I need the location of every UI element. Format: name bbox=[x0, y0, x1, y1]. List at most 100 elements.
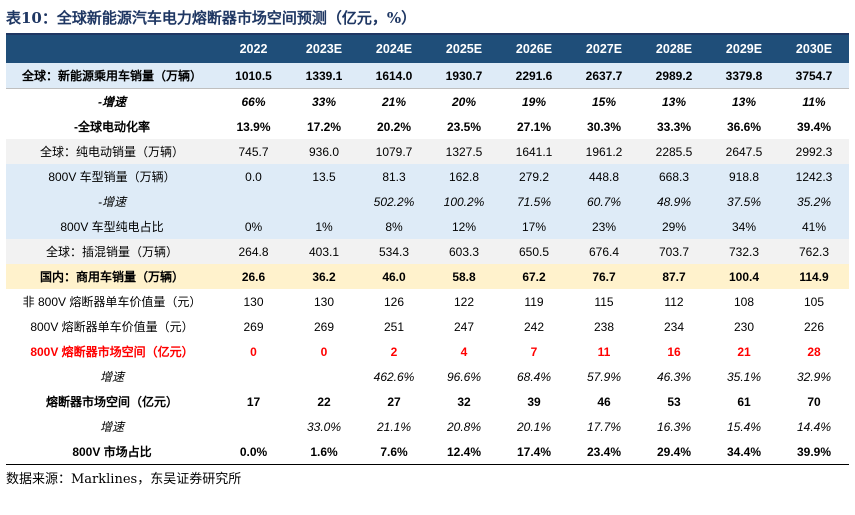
table-cell: 650.5 bbox=[499, 239, 569, 264]
table-cell: 16.3% bbox=[656, 419, 692, 434]
table-cell: 762.3 bbox=[779, 239, 849, 264]
table-cell: 23.5% bbox=[446, 119, 482, 134]
table-cell: 20% bbox=[451, 94, 477, 109]
table-cell: 745.7 bbox=[218, 139, 289, 164]
table-cell: 0% bbox=[218, 214, 289, 239]
table-cell: 11% bbox=[802, 94, 826, 109]
table-row-800v-fuse-market: 800V 熔断器市场空间（亿元） 0 0 2 4 7 11 16 21 28 bbox=[6, 339, 849, 364]
table-cell: 13% bbox=[661, 94, 687, 109]
table-cell: 11 bbox=[597, 344, 611, 359]
table-row-800v-bev-share: 800V 车型纯电占比 0% 1% 8% 12% 17% 23% 29% 34% 41% bbox=[6, 214, 849, 239]
table-cell: 3754.7 bbox=[779, 63, 849, 89]
table-cell: 17% bbox=[499, 214, 569, 239]
table-cell: 71.5% bbox=[499, 189, 569, 214]
table-cell: 39 bbox=[527, 394, 541, 409]
table-cell: 23% bbox=[569, 214, 639, 239]
table-cell: 37.5% bbox=[709, 189, 779, 214]
table-cell: 247 bbox=[453, 319, 475, 334]
table-cell: 58.8 bbox=[429, 264, 499, 289]
table-cell: 20.2% bbox=[376, 119, 412, 134]
table-cell: 0 bbox=[320, 344, 328, 359]
header-cell-label bbox=[6, 35, 218, 63]
table-row-global-nev-sales: 全球：新能源乘用车销量（万辆） 1010.5 1339.1 1614.0 1930.7 2… bbox=[6, 63, 849, 89]
table-cell: 13% bbox=[731, 94, 757, 109]
table-cell bbox=[218, 189, 289, 214]
table-cell: 251 bbox=[383, 319, 405, 334]
table-row-nev-growth: -增速 66% 33% 21% 20% 19% 15% 13% 13% 11% bbox=[6, 89, 849, 115]
table-cell: 1327.5 bbox=[429, 139, 499, 164]
table-cell: 534.3 bbox=[359, 239, 429, 264]
table-row-bev-ratio: -全球电动化率 13.9% 17.2% 20.2% 23.5% 27.1% 30.3% 33.… bbox=[6, 114, 849, 139]
row-label: 800V 熔断器单车价值量（元） bbox=[30, 320, 194, 334]
table-cell: 1961.2 bbox=[569, 139, 639, 164]
row-label: -全球电动化率 bbox=[74, 120, 150, 134]
table-cell: 39.4% bbox=[796, 119, 832, 134]
table-cell: 33.3% bbox=[656, 119, 692, 134]
table-row-800v-growth: -增速 502.2% 100.2% 71.5% 60.7% 48.9% 37.5% 35.2% bbox=[6, 189, 849, 214]
table-cell: 29.4% bbox=[639, 439, 709, 465]
row-label: 非 800V 熔断器单车价值量（元） bbox=[22, 295, 202, 309]
row-label: -增速 bbox=[98, 95, 126, 109]
table-title: 表10：全球新能源汽车电力熔断器市场空间预测（亿元，%） bbox=[6, 9, 417, 27]
table-cell: 76.7 bbox=[569, 264, 639, 289]
table-cell: 1.6% bbox=[289, 439, 359, 465]
table-cell: 81.3 bbox=[359, 164, 429, 189]
table-cell: 32.9% bbox=[796, 369, 832, 384]
row-label: 全球：插混销量（万辆） bbox=[6, 239, 218, 264]
row-label: -增速 bbox=[6, 189, 218, 214]
row-label: 全球：新能源乘用车销量（万辆） bbox=[6, 63, 218, 89]
table-cell: 1010.5 bbox=[218, 63, 289, 89]
table-cell: 502.2% bbox=[359, 189, 429, 214]
table-cell: 70 bbox=[807, 394, 821, 409]
table-cell: 2637.7 bbox=[569, 63, 639, 89]
table-cell: 30.3% bbox=[586, 119, 622, 134]
table-cell: 0.0% bbox=[218, 439, 289, 465]
table-cell: 668.3 bbox=[639, 164, 709, 189]
table-cell: 242 bbox=[523, 319, 545, 334]
table-cell: 112 bbox=[664, 294, 684, 309]
table-cell: 264.8 bbox=[218, 239, 289, 264]
table-cell: 17.7% bbox=[586, 419, 622, 434]
table-cell: 67.2 bbox=[499, 264, 569, 289]
table-row-phev-sales: 全球：插混销量（万辆） 264.8 403.1 534.3 603.3 650.5 676.… bbox=[6, 239, 849, 264]
table-cell: 27 bbox=[387, 394, 401, 409]
table-cell: 66% bbox=[241, 94, 266, 109]
table-cell: 17 bbox=[246, 394, 261, 409]
table-cell: 462.6% bbox=[373, 369, 415, 384]
table-cell: 1339.1 bbox=[289, 63, 359, 89]
table-cell: 22 bbox=[317, 394, 331, 409]
table-cell: 122 bbox=[453, 294, 475, 309]
table-cell: 19% bbox=[521, 94, 547, 109]
table-cell: 21% bbox=[381, 94, 407, 109]
row-label: 全球：纯电动销量（万辆） bbox=[6, 139, 218, 164]
table-cell: 34% bbox=[709, 214, 779, 239]
table-cell: 162.8 bbox=[429, 164, 499, 189]
header-cell-year: 2027E bbox=[569, 35, 639, 63]
table-cell: 732.3 bbox=[709, 239, 779, 264]
table-cell: 41% bbox=[779, 214, 849, 239]
table-cell: 279.2 bbox=[499, 164, 569, 189]
table-cell bbox=[289, 364, 359, 389]
table-cell: 13.5 bbox=[289, 164, 359, 189]
table-cell: 269 bbox=[313, 319, 335, 334]
table-cell: 33.0% bbox=[306, 419, 342, 434]
data-source-note: 数据来源：Marklines，东吴证券研究所 bbox=[6, 472, 242, 487]
table-row-cn-commercial-sales: 国内：商用车销量（万辆） 26.6 36.2 46.0 58.8 67.2 76.7 87.7… bbox=[6, 264, 849, 289]
table-cell: 46 bbox=[597, 394, 611, 409]
table-row-800v-fuse-growth: 增速 462.6% 96.6% 68.4% 57.9% 46.3% 35.1% 32.9% bbox=[6, 364, 849, 389]
table-cell: 12% bbox=[429, 214, 499, 239]
table-cell bbox=[218, 414, 289, 439]
table-cell: 115 bbox=[594, 294, 614, 309]
header-cell-year: 2026E bbox=[499, 35, 569, 63]
table-cell: 1641.1 bbox=[499, 139, 569, 164]
table-row-fuse-growth: 增速 33.0% 21.1% 20.8% 20.1% 17.7% 16.3% 15.4% 14.… bbox=[6, 414, 849, 439]
row-label: 增速 bbox=[99, 420, 124, 434]
table-cell: 0.0 bbox=[218, 164, 289, 189]
table-cell: 27.1% bbox=[516, 119, 552, 134]
table-cell: 20.8% bbox=[446, 419, 482, 434]
table-cell: 936.0 bbox=[289, 139, 359, 164]
table-cell: 39.9% bbox=[779, 439, 849, 465]
table-cell: 1930.7 bbox=[429, 63, 499, 89]
table-cell: 16 bbox=[667, 344, 681, 359]
table-cell: 7.6% bbox=[359, 439, 429, 465]
